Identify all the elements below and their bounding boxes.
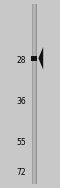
Bar [31, 56, 37, 61]
Text: 55: 55 [17, 138, 26, 147]
Bar [35, 4, 36, 184]
Text: 28: 28 [17, 56, 26, 65]
Bar [34, 4, 35, 184]
Bar [36, 4, 37, 184]
Polygon shape [38, 47, 43, 70]
Text: 72: 72 [17, 168, 26, 177]
Text: 36: 36 [17, 97, 26, 106]
Bar [33, 4, 34, 184]
Bar [31, 4, 32, 184]
Bar [32, 4, 33, 184]
